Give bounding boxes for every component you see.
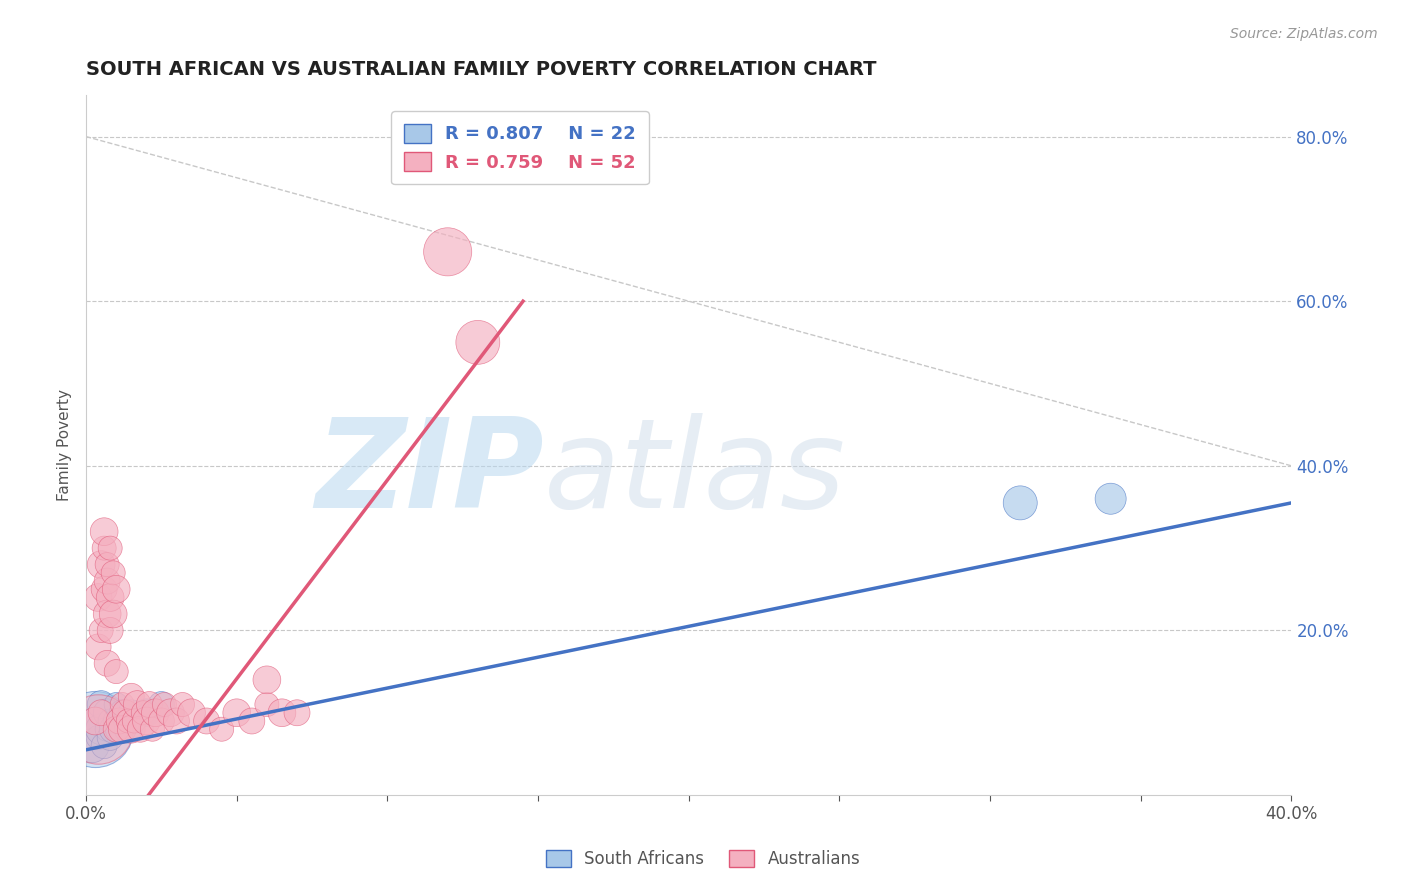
Point [105,698,128,712]
Point [103,723,125,737]
Point [467,335,489,350]
Point [129,723,152,737]
Point [96,706,118,720]
Point [240,714,263,728]
Point [256,698,278,712]
Point [225,706,247,720]
Point [124,714,146,728]
Point [436,244,458,259]
Point [120,690,142,704]
Point [90,558,112,572]
Point [150,698,173,712]
Point [98,541,121,556]
Point [98,731,121,745]
Point [90,698,112,712]
Point [108,714,131,728]
Point [132,706,155,720]
Point [105,714,128,728]
Point [98,714,121,728]
Point [96,574,118,588]
Point [96,558,118,572]
Point [127,698,149,712]
Point [1099,491,1122,506]
Point [93,582,115,597]
Point [84,723,107,737]
Point [98,591,121,605]
Text: Source: ZipAtlas.com: Source: ZipAtlas.com [1230,27,1378,41]
Point [135,714,157,728]
Point [103,566,125,580]
Point [105,665,128,679]
Point [256,673,278,687]
Point [111,706,134,720]
Text: SOUTH AFRICAN VS AUSTRALIAN FAMILY POVERTY CORRELATION CHART: SOUTH AFRICAN VS AUSTRALIAN FAMILY POVER… [86,60,876,78]
Point [96,657,118,671]
Point [93,541,115,556]
Point [153,698,176,712]
Point [87,731,110,745]
Legend: R = 0.807    N = 22, R = 0.759    N = 52: R = 0.807 N = 22, R = 0.759 N = 52 [391,112,648,185]
Point [172,698,194,712]
Point [195,714,218,728]
Point [84,714,107,728]
Point [120,723,142,737]
Point [159,706,181,720]
Point [114,714,136,728]
Point [96,723,118,737]
Point [117,714,139,728]
Point [1010,496,1032,510]
Point [90,723,112,737]
Point [90,624,112,638]
Point [87,723,110,737]
Point [150,714,173,728]
Y-axis label: Family Poverty: Family Poverty [58,389,72,501]
Point [87,640,110,654]
Point [93,739,115,753]
Point [111,698,134,712]
Point [87,591,110,605]
Point [96,607,118,621]
Point [114,706,136,720]
Point [105,582,128,597]
Point [117,723,139,737]
Point [108,723,131,737]
Point [120,706,142,720]
Text: ZIP: ZIP [315,413,544,533]
Point [82,739,104,753]
Point [93,524,115,539]
Point [138,698,160,712]
Point [135,706,157,720]
Point [285,706,308,720]
Point [271,706,294,720]
Point [166,714,188,728]
Point [84,714,107,728]
Point [111,723,134,737]
Point [90,706,112,720]
Legend: South Africans, Australians: South Africans, Australians [538,843,868,875]
Point [145,706,167,720]
Point [105,723,128,737]
Text: atlas: atlas [544,413,846,533]
Point [180,706,202,720]
Point [103,607,125,621]
Point [141,723,163,737]
Point [211,723,233,737]
Point [98,624,121,638]
